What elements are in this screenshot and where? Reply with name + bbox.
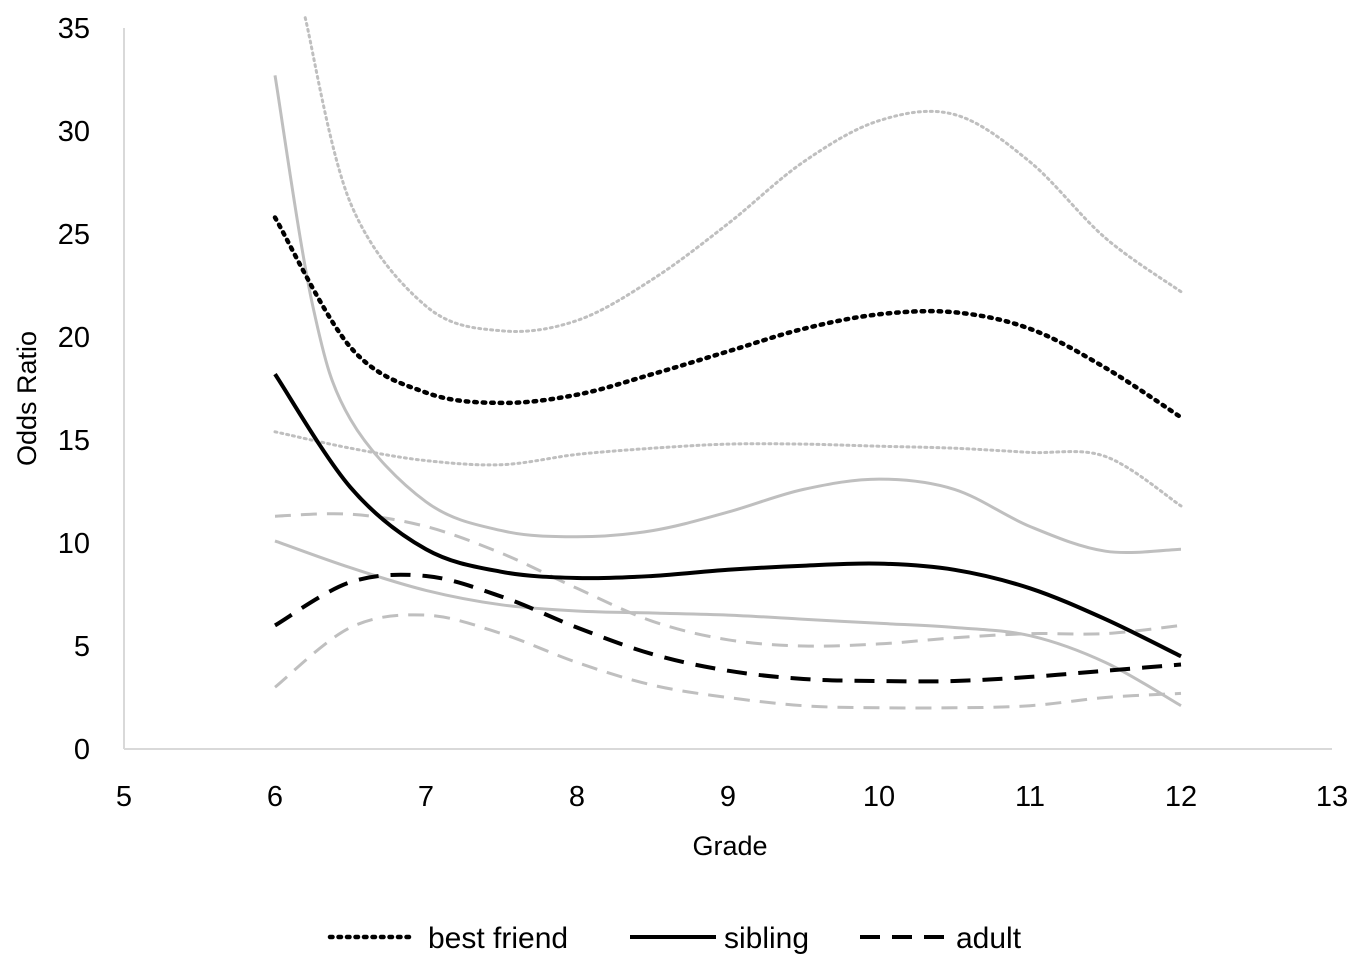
y-tick-label: 10	[58, 528, 90, 560]
plot-series	[272, 16, 1184, 710]
y-tick-label: 5	[74, 631, 90, 663]
x-tick-label: 11	[1015, 781, 1045, 813]
y-axis-ticks: 0 5 10 15 20 25 30 35	[58, 13, 90, 766]
legend-label-adult: adult	[956, 922, 1022, 955]
series-solid-upper	[273, 75, 1182, 555]
series-solid-lower	[274, 539, 1182, 708]
series-line	[274, 539, 1182, 708]
series-dotted-lower	[273, 430, 1183, 508]
series-line	[272, 215, 1184, 420]
y-tick-label: 15	[58, 425, 90, 457]
y-tick-label: 30	[58, 116, 90, 148]
x-axis-title: Grade	[692, 831, 767, 861]
y-tick-label: 25	[58, 219, 90, 251]
series-dotted-upper	[303, 16, 1183, 333]
legend-label-sibling: sibling	[724, 922, 809, 955]
y-tick-label: 20	[58, 322, 90, 354]
series-line	[274, 512, 1182, 648]
series-line	[273, 75, 1182, 555]
y-axis-title: Odds Ratio	[12, 331, 42, 466]
y-tick-label: 35	[58, 13, 90, 45]
x-tick-label: 12	[1165, 781, 1197, 813]
x-tick-label: 7	[418, 781, 434, 813]
x-tick-label: 6	[267, 781, 283, 813]
x-tick-label: 5	[116, 781, 132, 813]
x-tick-label: 8	[569, 781, 585, 813]
series-solid-estimate	[273, 372, 1182, 659]
x-axis-ticks: 5 6 7 8 9 10 11 12 13	[116, 781, 1348, 813]
series-line	[274, 613, 1182, 710]
series-line	[273, 372, 1182, 659]
series-line	[273, 572, 1182, 684]
x-tick-label: 10	[863, 781, 895, 813]
y-tick-label: 0	[74, 734, 90, 766]
series-line	[273, 430, 1183, 508]
legend-label-best-friend: best friend	[428, 922, 568, 955]
legend: best friend sibling adult	[327, 922, 1022, 955]
series-dashed-upper	[274, 512, 1182, 648]
series-dotted-estimate	[272, 215, 1184, 420]
series-dashed-lower	[274, 613, 1182, 710]
x-tick-label: 13	[1316, 781, 1348, 813]
series-line	[303, 16, 1183, 333]
series-dashed-estimate	[273, 572, 1182, 684]
x-tick-label: 9	[720, 781, 736, 813]
